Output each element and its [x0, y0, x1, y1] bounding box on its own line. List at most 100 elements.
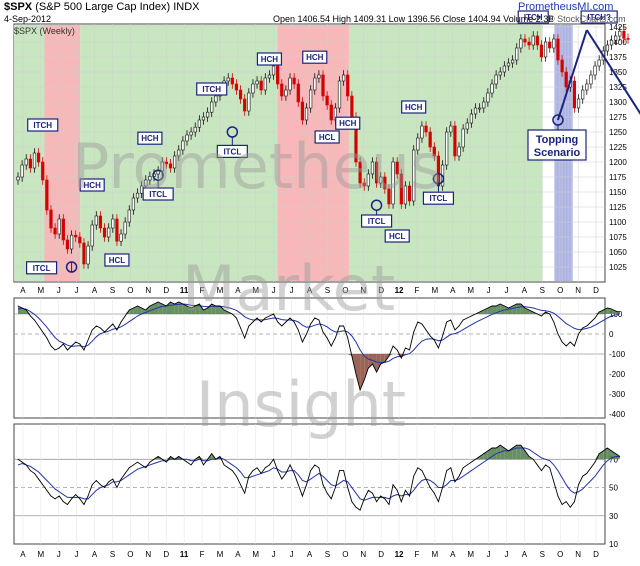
rsi-point	[376, 501, 377, 503]
bottom-month-tick-label: M	[432, 550, 439, 559]
rsi-point	[277, 470, 279, 471]
momentum-point	[376, 371, 377, 373]
bottom-month-tick-label: N	[575, 550, 581, 559]
momentum-point	[157, 301, 159, 303]
candle-up	[32, 152, 37, 169]
cycle-label-box	[27, 118, 59, 132]
momentum-point	[108, 327, 110, 329]
candle-up	[267, 74, 272, 79]
momentum-point	[318, 319, 320, 321]
momentum-point	[330, 345, 332, 347]
momentum-point	[269, 315, 270, 317]
rsi-point	[38, 478, 40, 480]
momentum-oversold-fill	[372, 354, 377, 372]
candle-up	[226, 77, 230, 82]
momentum-point	[38, 325, 40, 327]
candle-up	[589, 74, 593, 85]
momentum-oversold-fill	[380, 354, 385, 364]
cycle-label-box	[196, 82, 228, 96]
momentum-point	[536, 313, 538, 315]
rsi-point	[619, 456, 621, 457]
site-watermark-link[interactable]: PrometheusMI.com	[518, 1, 614, 13]
month-tick-label: D	[163, 286, 169, 295]
cycle-label-box	[302, 50, 328, 64]
rsi-point	[586, 473, 588, 474]
bottom-month-tick-label: O	[127, 550, 133, 559]
candle-down	[65, 239, 70, 250]
bottom-month-tick-label: A	[20, 550, 26, 559]
rsi-point	[219, 456, 221, 457]
momentum-tick-label: 0	[609, 330, 614, 339]
momentum-point	[141, 307, 143, 309]
candle-up	[449, 125, 453, 133]
momentum-point	[50, 345, 52, 347]
month-tick-label: 12	[395, 286, 404, 295]
symbol-name: (S&P 500 Large Cap Index)	[35, 1, 171, 13]
cycle-label-box	[422, 191, 455, 205]
candle-up	[156, 170, 160, 175]
rsi-point	[79, 498, 81, 500]
momentum-tick-label: -400	[609, 410, 626, 419]
month-tick-label: M	[467, 286, 474, 295]
exchange: INDX	[173, 1, 200, 13]
month-tick-label: O	[342, 286, 348, 295]
rsi-point	[495, 447, 497, 449]
rsi-point	[454, 481, 456, 483]
candle-up	[494, 74, 498, 85]
rsi-point	[29, 470, 31, 471]
month-tick-label: J	[272, 286, 276, 295]
rsi-point	[100, 484, 101, 486]
momentum-point	[425, 329, 427, 331]
rsi-point	[174, 458, 176, 460]
momentum-point	[83, 349, 85, 351]
candle-down	[436, 155, 441, 187]
cycle-label-box	[256, 52, 283, 66]
price-tick-label: 1225	[609, 143, 627, 152]
bottom-month-tick-label: M	[217, 550, 224, 559]
candle-down	[115, 218, 119, 242]
rsi-point	[145, 467, 147, 469]
candle-down	[346, 74, 350, 97]
momentum-point	[116, 329, 118, 331]
momentum-point	[615, 310, 617, 312]
momentum-point	[602, 309, 604, 311]
rsi-point	[561, 504, 563, 505]
candle-down	[164, 161, 168, 165]
candle-down	[395, 161, 399, 175]
candle-up	[284, 89, 288, 97]
rsi-point	[141, 464, 143, 466]
rsi-point	[541, 470, 542, 471]
cycle-label: HCL	[389, 232, 406, 241]
momentum-point	[578, 333, 579, 335]
momentum-point	[438, 347, 439, 349]
momentum-point	[244, 337, 246, 339]
candle-down	[300, 101, 305, 121]
price-tick-label: 1175	[609, 173, 627, 182]
month-tick-label: O	[127, 286, 133, 295]
candle-down	[49, 209, 53, 229]
month-tick-label: 11	[180, 286, 189, 295]
rsi-point	[499, 444, 501, 446]
candle-down	[234, 83, 239, 91]
rsi-point	[215, 458, 217, 460]
momentum-point	[380, 363, 382, 365]
rsi-point	[549, 467, 551, 469]
candle-up	[342, 74, 346, 82]
momentum-point	[351, 355, 353, 357]
rsi-point	[161, 458, 163, 460]
candle-up	[420, 125, 424, 139]
momentum-point	[491, 305, 493, 307]
momentum-point	[582, 327, 584, 329]
momentum-point	[285, 321, 287, 323]
rsi-point	[302, 495, 303, 497]
momentum-point	[227, 311, 229, 313]
rsi-point	[128, 467, 130, 469]
momentum-point	[569, 341, 571, 343]
momentum-overbought-fill	[215, 306, 220, 314]
candle-up	[173, 155, 177, 169]
rsi-point	[536, 464, 538, 466]
month-tick-label: J	[487, 286, 491, 295]
momentum-point	[343, 325, 345, 327]
rsi-point	[207, 458, 209, 460]
candle-up	[189, 131, 193, 136]
